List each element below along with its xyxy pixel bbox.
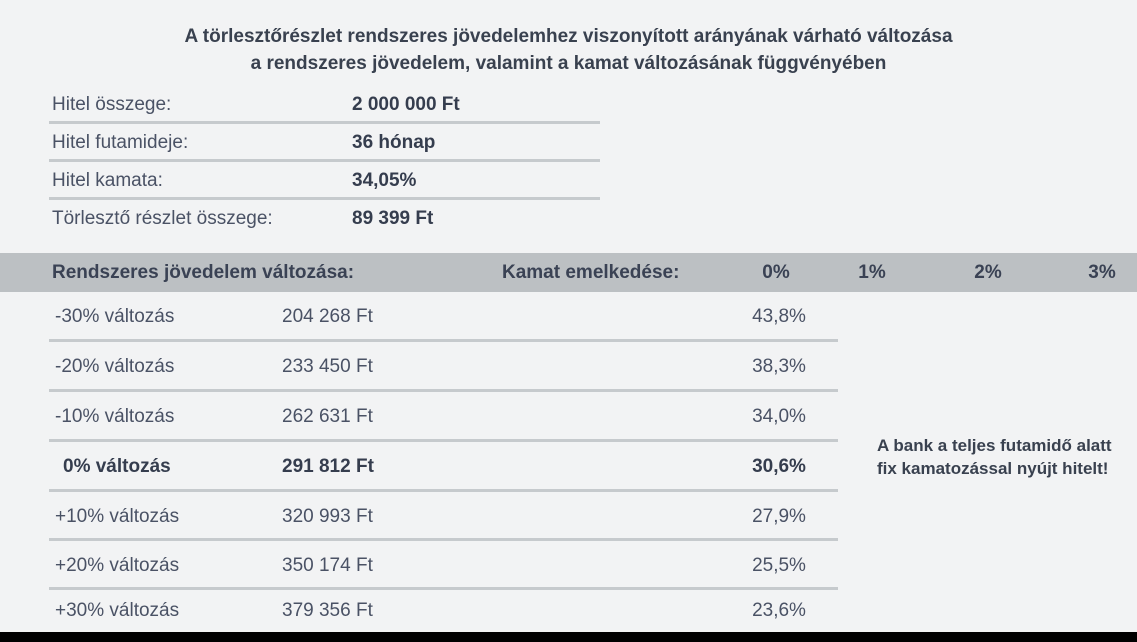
installment-cell: 262 631 Ft [282, 406, 373, 427]
loan-detail-row-term: Hitel futamideje: 36 hónap [0, 124, 1137, 162]
page-title-line2: a rendszeres jövedelem, valamint a kamat… [250, 53, 887, 74]
ratio-cell: 34,0% [752, 406, 806, 427]
loan-rate-value: 34,05% [352, 170, 417, 191]
table-row-minus30: -30% változás 204 268 Ft 43,8% [0, 292, 1137, 342]
loan-detail-row-rate: Hitel kamata: 34,05% [0, 162, 1137, 200]
rate-column-2: 2% [974, 261, 1002, 283]
income-change-cell: -30% változás [55, 306, 175, 327]
table-body: -30% változás 204 268 Ft 43,8% -20% vált… [0, 292, 1137, 632]
loan-term-value: 36 hónap [352, 132, 436, 153]
installment-cell: 320 993 Ft [282, 505, 373, 527]
installment-cell: 233 450 Ft [282, 356, 373, 377]
income-change-cell: +10% változás [55, 505, 180, 527]
bottom-bar [0, 632, 1137, 642]
loan-rate-label: Hitel kamata: [52, 170, 163, 191]
row-separator [49, 439, 838, 442]
installment-cell: 204 268 Ft [282, 306, 373, 327]
loan-amount-label: Hitel összege: [52, 94, 172, 115]
loan-detail-row-installment: Törlesztő részlet összege: 89 399 Ft [0, 200, 1137, 238]
ratio-cell: 25,5% [752, 554, 806, 576]
ratio-cell: 38,3% [752, 356, 806, 377]
income-change-cell: +20% változás [55, 554, 180, 576]
fixed-rate-note-line1: A bank a teljes futamidő alatt [877, 436, 1112, 455]
table-row-plus10: +10% változás 320 993 Ft 27,9% [0, 492, 1137, 541]
table-row-zero: 0% változás 291 812 Ft 30,6% [0, 442, 1137, 492]
ratio-cell: 23,6% [752, 600, 806, 621]
loan-detail-row-amount: Hitel összege: 2 000 000 Ft [0, 86, 1137, 124]
loan-term-label: Hitel futamideje: [52, 132, 189, 153]
row-separator [49, 339, 838, 342]
row-separator [49, 197, 600, 200]
loan-installment-value: 89 399 Ft [352, 208, 434, 229]
fixed-rate-note-line2: fix kamatozással nyújt hitelt! [877, 459, 1109, 478]
table-row-minus20: -20% változás 233 450 Ft 38,3% [0, 342, 1137, 392]
page-title: A törlesztőrészlet rendszeres jövedelemh… [0, 0, 1137, 77]
fixed-rate-note: A bank a teljes futamidő alatt fix kamat… [877, 434, 1112, 480]
installment-cell: 379 356 Ft [282, 600, 373, 621]
income-change-cell: -10% változás [55, 406, 175, 427]
installment-cell: 291 812 Ft [282, 456, 374, 477]
loan-details: Hitel összege: 2 000 000 Ft Hitel futami… [0, 86, 1137, 238]
table-row-plus20: +20% változás 350 174 Ft 25,5% [0, 541, 1137, 590]
rate-column-3: 3% [1088, 261, 1116, 283]
page-title-line1: A törlesztőrészlet rendszeres jövedelemh… [184, 26, 953, 47]
row-separator [49, 159, 600, 162]
ratio-cell: 30,6% [752, 456, 806, 477]
table-row-minus10: -10% változás 262 631 Ft 34,0% [0, 392, 1137, 442]
row-separator [49, 538, 838, 541]
ratio-cell: 43,8% [752, 306, 806, 327]
installment-cell: 350 174 Ft [282, 554, 373, 576]
rate-column-0: 0% [762, 261, 790, 283]
table-header: Rendszeres jövedelem változása: Kamat em… [0, 253, 1137, 292]
row-separator [49, 489, 838, 492]
row-separator [49, 121, 600, 124]
income-change-header: Rendszeres jövedelem változása: [52, 261, 355, 283]
rate-column-1: 1% [858, 261, 886, 283]
income-change-cell: -20% változás [55, 356, 175, 377]
income-change-cell: +30% változás [55, 600, 180, 621]
income-change-cell: 0% változás [63, 456, 171, 477]
loan-installment-label: Törlesztő részlet összege: [52, 208, 273, 229]
table-row-plus30: +30% változás 379 356 Ft 23,6% [0, 590, 1137, 632]
loan-amount-value: 2 000 000 Ft [352, 94, 460, 115]
row-separator [49, 587, 838, 590]
ratio-cell: 27,9% [752, 505, 806, 527]
row-separator [49, 389, 838, 392]
rate-increase-header: Kamat emelkedése: [502, 261, 680, 283]
